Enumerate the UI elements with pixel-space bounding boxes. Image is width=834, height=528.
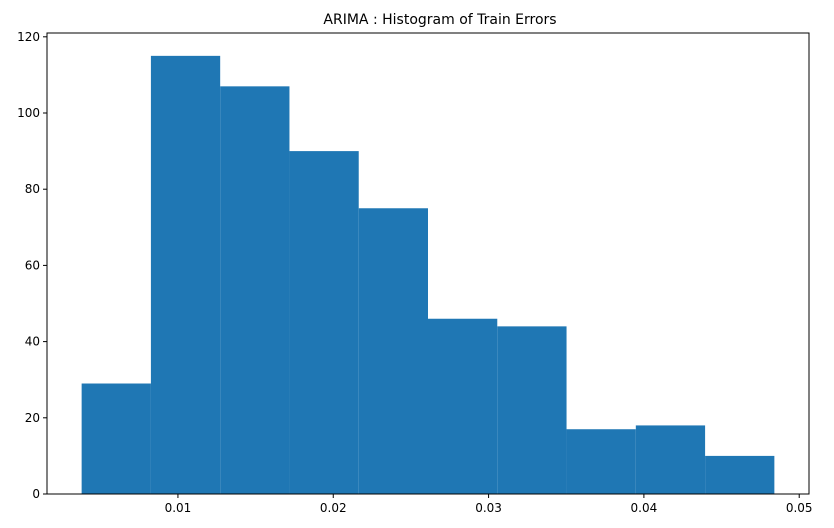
chart-title: ARIMA : Histogram of Train Errors xyxy=(323,12,556,28)
histogram-bar xyxy=(150,55,221,495)
histogram-bar xyxy=(566,429,636,494)
histogram-bar xyxy=(705,455,775,494)
histogram-bar xyxy=(497,326,567,494)
y-tick-label: 20 xyxy=(25,411,40,425)
plot-frame xyxy=(46,32,810,495)
histogram-bar xyxy=(635,425,706,494)
y-tick-label: 120 xyxy=(17,30,40,44)
y-tick-label: 100 xyxy=(17,106,40,120)
histogram-bar xyxy=(220,86,290,495)
x-tick-label: 0.02 xyxy=(320,501,347,515)
y-tick-label: 60 xyxy=(25,258,40,272)
y-tick-label: 80 xyxy=(25,182,40,196)
y-tick-label: 0 xyxy=(32,487,40,501)
x-tick-label: 0.05 xyxy=(786,501,813,515)
x-axis-ticks: 0.01 0.02 0.03 0.04 0.05 xyxy=(165,494,813,515)
x-tick-label: 0.04 xyxy=(631,501,658,515)
y-tick-label: 40 xyxy=(25,335,40,349)
x-tick-label: 0.01 xyxy=(165,501,192,515)
y-axis-ticks: 0 20 40 60 80 100 120 xyxy=(17,30,47,501)
histogram-bar xyxy=(81,383,151,494)
x-tick-label: 0.03 xyxy=(475,501,502,515)
histogram-bar xyxy=(428,318,498,494)
histogram-bar xyxy=(289,151,359,495)
bars-group xyxy=(81,55,775,495)
histogram-bar xyxy=(358,208,428,494)
